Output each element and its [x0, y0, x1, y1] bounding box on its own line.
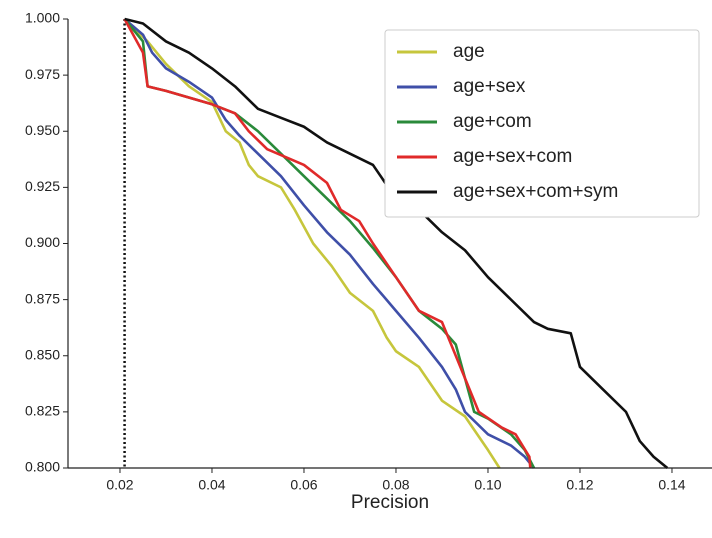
- y-tick-label: 0.950: [25, 122, 60, 138]
- legend-label: age+sex: [453, 76, 526, 97]
- legend-label: age+sex+com+sym: [453, 181, 618, 202]
- x-axis-label: Precision: [351, 492, 429, 513]
- series-line: [123, 18, 532, 469]
- y-tick-label: 1.000: [25, 10, 60, 26]
- x-tick-label: 0.08: [382, 477, 409, 493]
- series-line: [123, 18, 535, 469]
- x-tick-label: 0.02: [106, 477, 133, 493]
- y-tick-label: 0.925: [25, 178, 60, 194]
- y-tick-label: 0.975: [25, 66, 60, 82]
- legend-label: age+sex+com: [453, 146, 572, 167]
- x-tick-label: 0.10: [474, 477, 501, 493]
- y-tick-label: 0.850: [25, 346, 60, 362]
- x-tick-label: 0.06: [290, 477, 317, 493]
- y-tick-label: 0.825: [25, 403, 60, 419]
- y-tick-label: 0.875: [25, 290, 60, 306]
- legend-box: [384, 29, 700, 218]
- series-line: [123, 18, 501, 469]
- legend-label: age+com: [453, 111, 532, 132]
- x-tick-label: 0.12: [566, 477, 593, 493]
- x-tick-label: 0.14: [658, 477, 685, 493]
- x-tick-label: 0.04: [198, 477, 225, 493]
- legend-label: age: [453, 41, 485, 62]
- y-tick-label: 0.800: [25, 459, 60, 475]
- y-tick-label: 0.900: [25, 234, 60, 250]
